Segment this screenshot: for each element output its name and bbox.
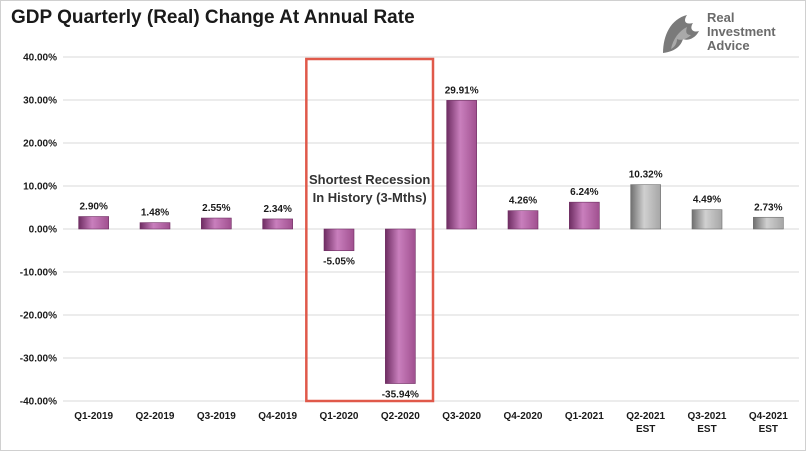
bar xyxy=(753,216,784,230)
bar xyxy=(507,210,539,230)
bar xyxy=(323,228,355,252)
data-label: 4.49% xyxy=(693,195,721,206)
x-tick-label: Q2-2020 xyxy=(381,411,420,422)
bar xyxy=(139,222,171,230)
x-tick-label: Q3-2020 xyxy=(442,411,481,422)
y-tick-label: -40.00% xyxy=(20,397,57,408)
data-label: 4.26% xyxy=(509,196,537,207)
highlight-box xyxy=(305,57,435,403)
x-tick-label: EST xyxy=(697,424,716,435)
x-tick-label: Q4-2019 xyxy=(258,411,297,422)
x-tick-label: Q2-2019 xyxy=(136,411,175,422)
x-tick-label: Q4-2021 xyxy=(749,411,788,422)
y-tick-label: 40.00% xyxy=(23,53,57,64)
data-label: 2.34% xyxy=(263,204,291,215)
data-labels: 2.90% 1.48% 2.55% 2.34% -5.05% -35.94% 29.91% 4… xyxy=(79,85,782,400)
x-tick-label: Q1-2019 xyxy=(74,411,113,422)
data-label: 2.90% xyxy=(79,202,107,213)
y-tick-label: -10.00% xyxy=(20,268,57,279)
bar xyxy=(262,218,293,230)
bar xyxy=(691,209,723,230)
chart-title: GDP Quarterly (Real) Change At Annual Ra… xyxy=(11,7,415,28)
data-label: -35.94% xyxy=(382,390,419,401)
x-tick-label: Q1-2020 xyxy=(320,411,359,422)
bar xyxy=(446,100,477,230)
brand-logo: Real Investment Advice xyxy=(657,9,803,57)
y-tick-label: -20.00% xyxy=(20,311,57,322)
bar xyxy=(569,201,600,230)
bar xyxy=(78,216,109,230)
eagle-logo-icon xyxy=(663,15,699,53)
y-tick-label: 30.00% xyxy=(23,96,57,107)
data-label: 10.32% xyxy=(629,170,663,181)
gridlines xyxy=(63,56,799,402)
recession-annotation: Shortest Recession In History (3-Mths) xyxy=(305,57,435,403)
bar xyxy=(201,217,232,230)
annotation-text: In History (3-Mths) xyxy=(313,190,427,205)
bars xyxy=(78,100,784,384)
x-tick-label: EST xyxy=(636,424,655,435)
data-label: 6.24% xyxy=(570,187,598,198)
x-tick-label: EST xyxy=(759,424,778,435)
brand-wordmark: Real Investment Advice xyxy=(707,11,776,53)
x-axis-tick-labels: Q1-2019 Q2-2019 Q3-2019 Q4-2019 Q1-2020 Q2-20… xyxy=(74,411,788,435)
brand-line-1: Real xyxy=(707,10,735,25)
data-label: 1.48% xyxy=(141,208,169,219)
bar xyxy=(385,228,416,384)
y-axis-tick-labels: 40.00% 30.00% 20.00% 10.00% 0.00% -10.00% -20.… xyxy=(20,53,57,408)
x-tick-label: Q1-2021 xyxy=(565,411,604,422)
y-tick-label: 0.00% xyxy=(29,225,57,236)
data-label: 2.55% xyxy=(202,203,230,214)
data-label: -5.05% xyxy=(323,257,355,268)
x-tick-label: Q2-2021 xyxy=(626,411,665,422)
brand-line-3: Advice xyxy=(707,38,750,53)
x-tick-label: Q3-2021 xyxy=(688,411,727,422)
data-label: 29.91% xyxy=(445,85,479,96)
annotation-text: Shortest Recession xyxy=(309,172,430,187)
bar xyxy=(630,184,661,230)
y-tick-label: -30.00% xyxy=(20,354,57,365)
x-tick-label: Q4-2020 xyxy=(504,411,543,422)
x-tick-label: Q3-2019 xyxy=(197,411,236,422)
y-tick-label: 20.00% xyxy=(23,139,57,150)
brand-line-2: Investment xyxy=(707,24,776,39)
data-label: 2.73% xyxy=(754,202,782,213)
y-tick-label: 10.00% xyxy=(23,182,57,193)
